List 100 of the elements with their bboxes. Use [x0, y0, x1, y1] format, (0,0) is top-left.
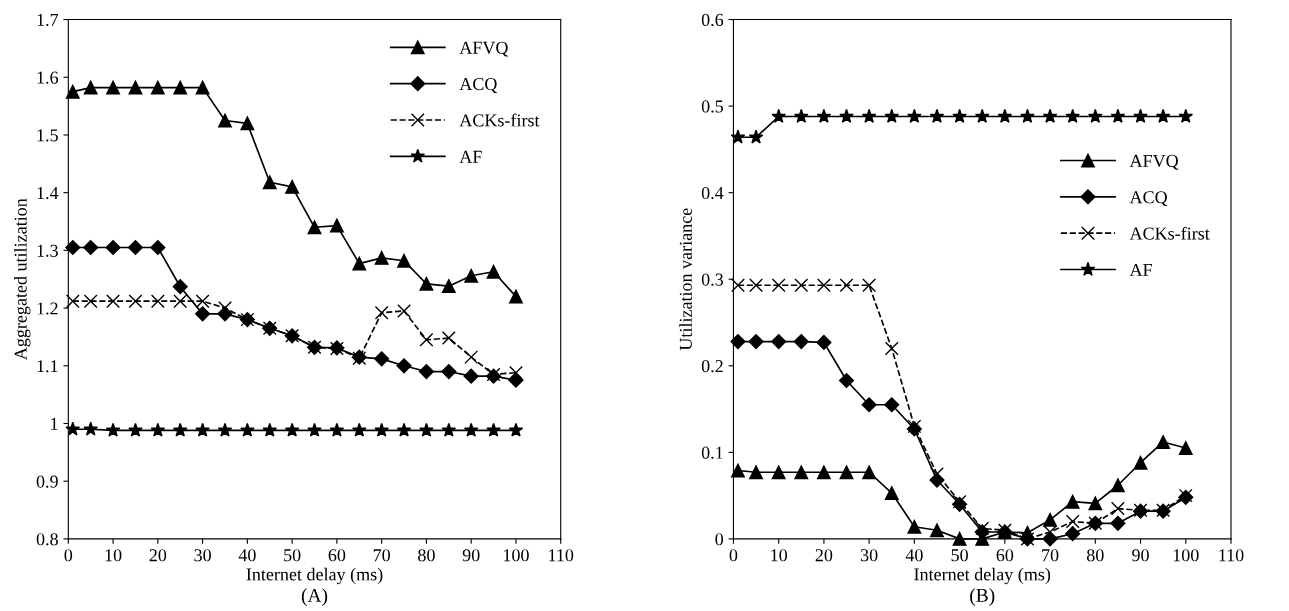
- x-tick-label: 50: [284, 549, 301, 562]
- x-tick-label: 20: [815, 549, 833, 562]
- x-axis-title: Internet delay (ms): [246, 567, 383, 585]
- x-axis-title: Internet delay (ms): [914, 567, 1051, 585]
- point: [1065, 514, 1080, 529]
- legend-label: ACQ: [1129, 191, 1168, 207]
- point: [771, 333, 787, 350]
- x-tick-label: 70: [373, 549, 390, 562]
- point: [195, 306, 211, 322]
- point: [105, 239, 121, 256]
- point: [1178, 108, 1194, 123]
- x-tick-label: 30: [194, 549, 211, 562]
- point: [730, 333, 746, 350]
- point: [396, 358, 412, 374]
- legend-label: AF: [459, 150, 482, 163]
- point: [374, 305, 389, 320]
- point: [771, 465, 786, 480]
- point: [748, 129, 764, 144]
- point: [816, 108, 832, 123]
- point: [997, 108, 1013, 123]
- x-tick-label: 70: [1042, 549, 1059, 562]
- point: [195, 80, 210, 95]
- point: [397, 304, 411, 318]
- point: [771, 108, 786, 123]
- point: [884, 397, 900, 413]
- point: [838, 372, 855, 389]
- point: [907, 519, 922, 534]
- point: [374, 250, 389, 265]
- point: [173, 294, 188, 309]
- legend-label: ACQ: [459, 78, 498, 93]
- point: [771, 278, 786, 293]
- legend-label: ACKs-first: [1129, 226, 1210, 240]
- point: [1065, 494, 1080, 509]
- point: [128, 80, 143, 95]
- point: [217, 422, 233, 437]
- y-tick-label: 0.9: [36, 475, 58, 488]
- point: [218, 113, 232, 128]
- point: [486, 422, 501, 437]
- point: [418, 363, 434, 380]
- x-tick-label: 90: [462, 549, 480, 562]
- text: (B): [970, 588, 995, 606]
- point: [374, 422, 389, 437]
- point: [419, 332, 434, 347]
- y-tick-label: 1.5: [37, 129, 58, 142]
- y-axis-title: Utilization variance: [679, 208, 692, 351]
- point: [83, 80, 98, 95]
- point: [1020, 108, 1035, 123]
- y-tick-label: 0.8: [36, 533, 58, 546]
- point: [839, 108, 854, 123]
- point: [195, 422, 210, 437]
- point: [464, 268, 479, 283]
- point: [106, 80, 121, 95]
- point: [396, 422, 412, 437]
- point: [464, 350, 479, 365]
- x-tick-label: 110: [1219, 549, 1244, 562]
- point: [374, 351, 390, 367]
- point: [839, 278, 854, 293]
- point: [351, 422, 367, 437]
- x-tick-label: 40: [238, 549, 256, 562]
- point: [441, 279, 456, 294]
- point: [974, 108, 990, 123]
- point: [240, 422, 255, 437]
- y-tick-label: 0.4: [701, 186, 724, 200]
- text: (A): [301, 588, 328, 606]
- point: [1156, 435, 1171, 449]
- y-tick-label: 1: [51, 417, 58, 430]
- y-tick-label: 1.6: [37, 71, 59, 84]
- point: [509, 365, 523, 380]
- x-tick-label: 100: [504, 549, 529, 562]
- x-tick-label: 0: [64, 549, 73, 562]
- point: [83, 421, 98, 436]
- point: [975, 521, 990, 536]
- y-tick-label: 0.5: [701, 100, 724, 113]
- point: [816, 334, 832, 350]
- point: [816, 465, 831, 480]
- point: [952, 108, 967, 123]
- y-tick-label: 0.2: [701, 360, 723, 373]
- point: [1178, 441, 1193, 455]
- point: [83, 294, 98, 309]
- x-tick-label: 20: [149, 549, 167, 562]
- point: [173, 80, 188, 95]
- y-tick-label: 1.7: [37, 13, 59, 27]
- point: [793, 108, 809, 123]
- point: [83, 239, 99, 256]
- legend-label: AF: [1129, 263, 1152, 276]
- point: [240, 116, 255, 131]
- point: [1087, 108, 1103, 123]
- point: [486, 264, 501, 279]
- point: [861, 397, 877, 413]
- point: [1133, 108, 1148, 123]
- point: [930, 523, 944, 538]
- point: [731, 278, 745, 293]
- point: [150, 239, 166, 256]
- x-tick-label: 80: [418, 549, 435, 562]
- point: [65, 84, 80, 99]
- point: [419, 422, 434, 437]
- point: [128, 294, 143, 309]
- point: [1065, 526, 1081, 542]
- point: [352, 256, 367, 271]
- point: [1043, 512, 1058, 527]
